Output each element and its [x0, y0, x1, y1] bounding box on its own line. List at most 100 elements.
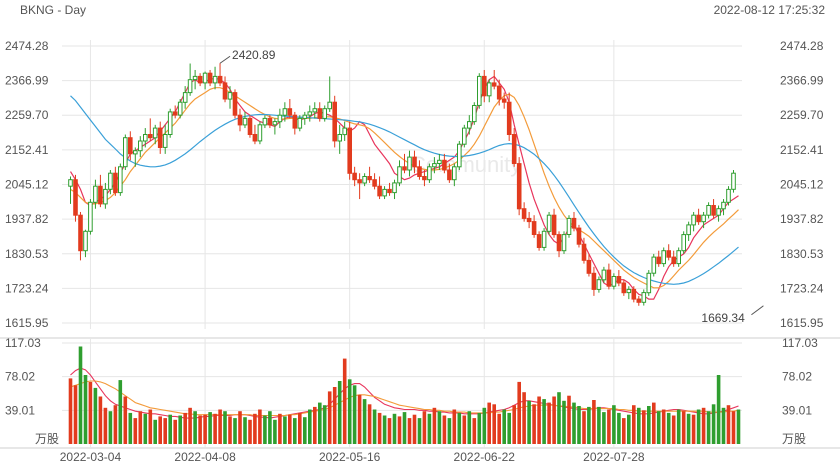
candle: [372, 173, 377, 190]
candlestick-series[interactable]: [68, 63, 736, 306]
volume-bar: [577, 406, 581, 444]
volume-bar: [357, 394, 362, 444]
candle: [113, 166, 118, 196]
candle-body: [192, 75, 198, 81]
volume-bar: [721, 407, 726, 444]
candle-body: [332, 101, 337, 142]
volume-bar: [288, 414, 292, 444]
candle-body: [98, 185, 103, 205]
volume-bar: [397, 416, 402, 444]
volume-bar: [258, 409, 262, 444]
volume-bar: [612, 405, 616, 444]
candle: [462, 124, 467, 148]
candle-body: [177, 101, 183, 116]
candle-body: [267, 117, 273, 126]
candle-body: [686, 224, 691, 236]
candle-body: [187, 79, 193, 94]
candle: [661, 247, 667, 267]
candle-body: [472, 105, 477, 123]
volume-bars[interactable]: [68, 346, 741, 445]
candle: [472, 102, 477, 125]
candle-body: [197, 75, 203, 84]
volume-bar: [318, 402, 322, 444]
volume-bar: [138, 411, 143, 444]
candle-body: [68, 179, 73, 187]
candle: [377, 176, 382, 200]
price-tick-left: 1937.82: [5, 212, 49, 226]
candle-body: [73, 179, 78, 216]
volume-bar: [367, 404, 372, 444]
candle: [551, 208, 557, 238]
candle-body: [516, 163, 522, 210]
candle-body: [726, 188, 731, 203]
candle: [701, 211, 706, 229]
candle-body: [521, 208, 527, 219]
candle: [118, 163, 123, 196]
candle-body: [78, 214, 83, 252]
candle-body: [417, 166, 422, 178]
candle-body: [621, 282, 627, 294]
candle-body: [511, 134, 517, 164]
volume-bar: [472, 418, 477, 444]
volume-bar: [233, 418, 237, 444]
candle-body: [242, 117, 248, 126]
price-tick-right: 2366.99: [780, 74, 824, 88]
candle-body: [596, 279, 602, 290]
date-tick-label: 2022-05-16: [319, 450, 381, 464]
candle: [397, 160, 402, 187]
candle: [581, 237, 587, 264]
candle-body: [237, 114, 243, 126]
candle-body: [447, 169, 452, 181]
candle-body: [496, 85, 502, 100]
candle: [641, 289, 647, 306]
candle: [726, 186, 731, 206]
volume-bar: [148, 409, 153, 444]
candle: [531, 215, 537, 238]
candle: [516, 157, 522, 216]
candle-body: [482, 75, 487, 97]
candle: [566, 215, 572, 238]
volume-bar: [203, 414, 207, 444]
candle: [347, 121, 352, 180]
volume-bar: [437, 411, 442, 444]
candle: [187, 63, 193, 96]
candle: [227, 86, 233, 109]
candle-body: [352, 172, 357, 181]
candle: [307, 105, 313, 122]
candle-body: [347, 127, 352, 174]
volume-bar: [188, 407, 192, 444]
candle-body: [182, 92, 188, 103]
volume-bar: [507, 412, 511, 444]
price-tick-left: 2152.41: [5, 143, 49, 157]
candle-body: [546, 214, 552, 232]
candle-body: [118, 166, 123, 194]
candle-body: [292, 114, 298, 129]
candle: [506, 92, 512, 141]
candle: [631, 286, 637, 303]
candle-body: [162, 134, 168, 148]
price-ma5-line: [69, 75, 739, 300]
candle: [327, 76, 332, 112]
candle-body: [317, 108, 323, 119]
candle-body: [646, 272, 652, 294]
volume-bar: [313, 406, 317, 444]
volume-bar: [98, 396, 103, 444]
price-annotations: 2420.89 1669.34: [219, 48, 764, 325]
volume-bar: [268, 411, 272, 444]
volume-bar: [622, 418, 626, 444]
candle-body: [442, 159, 447, 171]
volume-bar: [517, 381, 521, 444]
volume-bar: [108, 411, 113, 444]
candle: [133, 147, 138, 167]
candle-body: [282, 108, 288, 116]
candle-body: [626, 288, 632, 294]
price-tick-right: 2045.12: [780, 177, 824, 191]
candle-body: [108, 172, 113, 190]
volume-bar: [402, 412, 407, 444]
volume-tick-right: 78.02: [782, 370, 812, 384]
candle: [292, 111, 298, 135]
candle-body: [167, 111, 173, 136]
candle: [202, 71, 208, 90]
volume-bar: [88, 381, 93, 444]
